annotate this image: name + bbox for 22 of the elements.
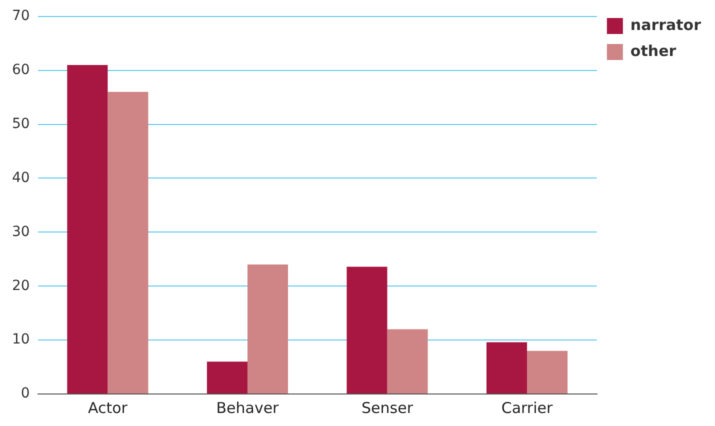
x-tick-label: Behaver: [216, 398, 280, 417]
y-tick-label: 40: [12, 170, 30, 186]
bar: [206, 362, 248, 394]
y-tick-label: 10: [12, 332, 30, 348]
y-tick-label: 0: [20, 386, 30, 402]
bar: [527, 350, 568, 394]
bar: [486, 342, 528, 394]
y-tick-label: 20: [12, 278, 30, 294]
y-tick-label: 50: [12, 116, 30, 132]
bar: [387, 329, 428, 394]
legend-label: narrator: [630, 16, 702, 34]
x-tick-label: Actor: [88, 398, 128, 417]
x-tick-label: Senser: [362, 398, 414, 417]
legend-label: other: [630, 42, 677, 60]
y-tick-label: 30: [12, 224, 30, 240]
y-tick-label: 60: [12, 62, 30, 78]
bar: [108, 92, 148, 394]
y-tick-label: 70: [12, 8, 30, 24]
bar: [247, 264, 288, 394]
bar: [346, 266, 388, 394]
bar: [67, 64, 108, 394]
x-tick-label: Carrier: [501, 398, 554, 417]
